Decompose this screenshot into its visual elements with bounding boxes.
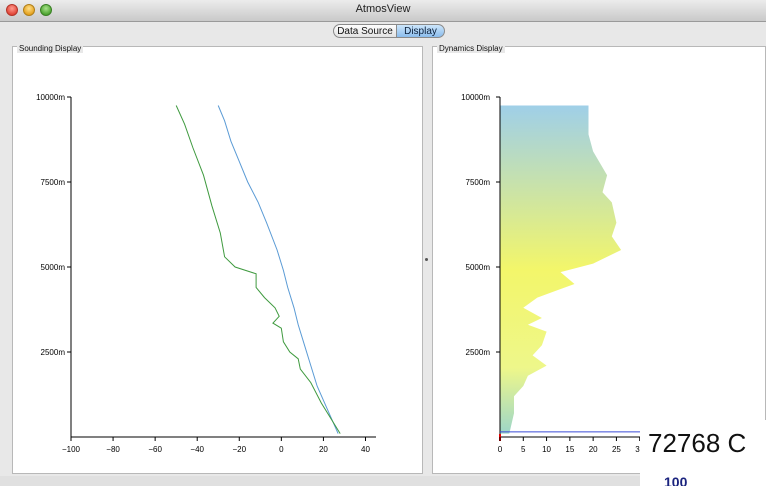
sounding-chart: 10000m 7500m 5000m 2500m −100 −80 −60 −40 −20 0 20… xyxy=(36,93,376,454)
temperature-line xyxy=(217,105,339,434)
x-tick-label: −40 xyxy=(190,445,204,454)
title-bar: AtmosView xyxy=(0,0,766,22)
x-tick-label: −60 xyxy=(148,445,162,454)
x-tick-label: 0 xyxy=(498,445,503,454)
x-tick-label: 10 xyxy=(542,445,551,454)
x-tick-label: −80 xyxy=(106,445,120,454)
x-tick-label: 20 xyxy=(319,445,328,454)
x-tick-label: −100 xyxy=(62,445,81,454)
x-tick-label: 25 xyxy=(612,445,621,454)
y-tick-label: 10000m xyxy=(461,93,490,102)
x-tick-label: 0 xyxy=(279,445,284,454)
overlay-sub-text: 100 xyxy=(664,474,688,486)
x-tick-label: 5 xyxy=(521,445,526,454)
sounding-display-title: Sounding Display xyxy=(17,44,84,53)
x-tick-label: 40 xyxy=(361,445,370,454)
window-title: AtmosView xyxy=(355,3,411,15)
close-window-button[interactable] xyxy=(6,4,18,16)
x-tick-label: −20 xyxy=(232,445,246,454)
x-tick-label: 15 xyxy=(565,445,574,454)
dynamics-area xyxy=(500,105,622,434)
x-tick-label: 20 xyxy=(589,445,598,454)
y-tick-label: 2500m xyxy=(466,348,491,357)
sounding-display-panel: Sounding Display 10000m 7500m 5000m 2500m −1… xyxy=(12,44,423,474)
tab-bar: Data Source Display xyxy=(0,21,766,41)
overlay-window-fragment: 72768 C 100 xyxy=(640,420,766,486)
y-tick-label: 7500m xyxy=(466,178,491,187)
tab-data-source[interactable]: Data Source xyxy=(333,24,397,38)
dewpoint-line xyxy=(175,105,341,434)
station-id-text: 72768 C xyxy=(648,428,747,458)
y-tick-label: 5000m xyxy=(466,263,491,272)
y-tick-label: 7500m xyxy=(41,178,66,187)
tab-display[interactable]: Display xyxy=(397,24,445,38)
minimize-window-button[interactable] xyxy=(23,4,35,16)
dynamics-chart: 10000m 7500m 5000m 2500m 0 5 10 15 20 25 30 xyxy=(461,93,663,454)
x-tick-label: 30 xyxy=(635,445,644,454)
y-tick-label: 10000m xyxy=(36,93,65,102)
dynamics-display-title: Dynamics Display xyxy=(437,44,505,53)
y-tick-label: 5000m xyxy=(41,263,66,272)
y-tick-label: 2500m xyxy=(41,348,66,357)
dynamics-display-panel: Dynamics Display 10000m 7500m 5000m 2500m 0 5… xyxy=(432,44,766,474)
status-bar xyxy=(0,476,640,486)
zoom-window-button[interactable] xyxy=(40,4,52,16)
split-divider-handle[interactable] xyxy=(425,258,428,261)
